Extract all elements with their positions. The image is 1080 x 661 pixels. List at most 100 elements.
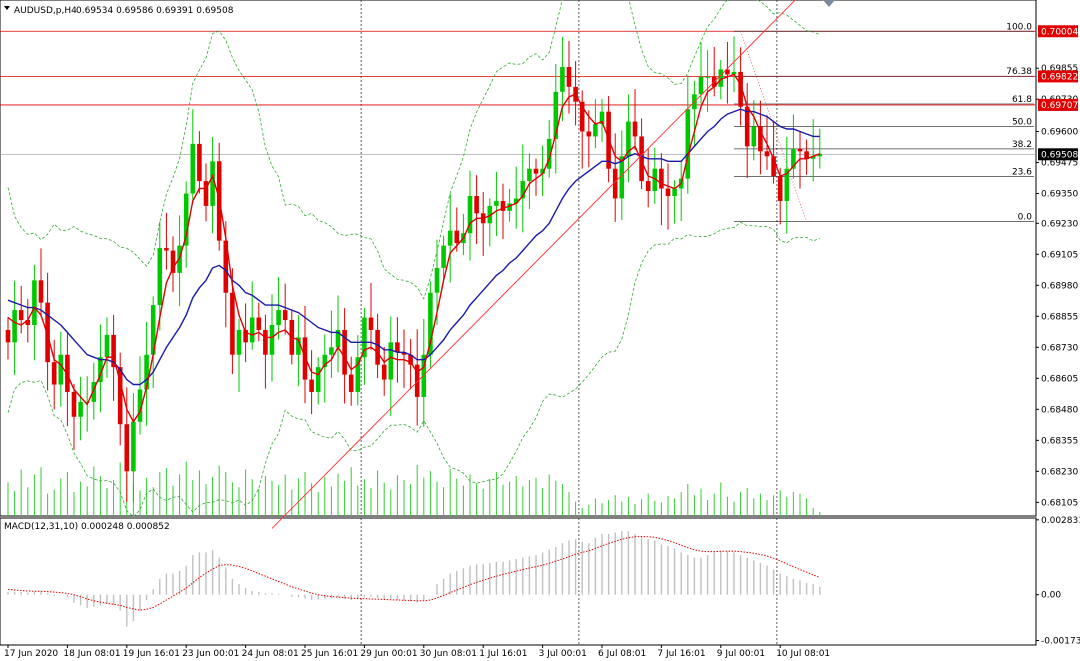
bull-candle <box>150 305 156 355</box>
symbol-dropdown-icon[interactable] <box>4 6 10 10</box>
bear-candle <box>566 66 572 87</box>
bull-candle <box>520 181 526 199</box>
price-tick-label: 0.68480 <box>1041 405 1078 415</box>
bull-candle <box>434 267 440 293</box>
bull-candle <box>84 401 90 403</box>
bear-candle <box>51 362 57 385</box>
bull-candle <box>388 342 394 380</box>
bull-candle <box>78 401 83 417</box>
macd-plot-frame <box>0 517 1037 646</box>
bull-candle <box>447 230 453 246</box>
bear-candle <box>71 391 77 417</box>
bull-candle <box>329 347 334 355</box>
time-tick-label: 7 Jul 16:01 <box>657 649 705 659</box>
fib-diagonal-line <box>740 31 807 222</box>
bear-candle <box>454 230 460 244</box>
time-tick-label: 1 Jul 16:01 <box>479 649 527 659</box>
bull-candle <box>540 168 545 174</box>
bull-candle <box>315 367 321 392</box>
bull-candle <box>672 188 677 196</box>
bear-candle <box>738 71 743 107</box>
bull-candle <box>32 280 37 325</box>
macd-tick-label: 0.002831 <box>1041 516 1080 526</box>
bull-candle <box>104 334 110 358</box>
bull-candle <box>58 354 64 385</box>
bull-candle <box>190 143 196 194</box>
upper-band-line <box>7 0 820 300</box>
price-tick-label: 0.69230 <box>1041 219 1078 229</box>
price-tick-label: 0.69475 <box>1041 158 1078 168</box>
time-tick-label: 9 Jul 00:01 <box>717 649 765 659</box>
bear-candle <box>395 342 400 353</box>
bear-candle <box>408 354 413 365</box>
bull-candle <box>553 91 559 139</box>
time-tick-label: 25 Jun 16:01 <box>301 649 358 659</box>
bear-candle <box>533 168 539 174</box>
chart-shift-marker-icon[interactable] <box>823 0 835 7</box>
bull-candle <box>137 389 143 422</box>
bull-candle <box>467 195 473 234</box>
bull-candle <box>144 354 149 390</box>
bull-candle <box>269 324 275 355</box>
symbol-label: AUDUSD,p,H4 <box>14 6 77 16</box>
macd-label: MACD(12,31,10) 0.000248 0.000852 <box>4 522 170 532</box>
bear-candle <box>744 106 750 147</box>
bull-candle <box>731 71 737 75</box>
lower-band-line <box>7 221 820 518</box>
bear-candle <box>170 250 176 273</box>
time-tick-label: 24 Jun 08:01 <box>242 649 299 659</box>
bear-candle <box>124 424 130 472</box>
bear-candle <box>117 367 123 425</box>
bear-candle <box>381 364 387 380</box>
bull-candle <box>652 168 658 192</box>
price-tag-label: 0.69822 <box>1041 72 1078 82</box>
bull-candle <box>626 121 631 157</box>
bear-candle <box>111 334 116 368</box>
bull-candle <box>428 292 433 355</box>
bull-candle <box>276 310 281 325</box>
bull-candle <box>507 203 512 211</box>
bull-candle <box>335 329 341 348</box>
bull-candle <box>183 193 189 246</box>
bull-candle <box>751 126 757 147</box>
trendline[interactable] <box>271 0 820 529</box>
time-tick-label: 30 Jun 08:01 <box>420 649 477 659</box>
bull-candle <box>560 66 565 92</box>
bear-candle <box>348 374 354 392</box>
bull-candle <box>157 248 163 306</box>
bull-candle <box>236 329 242 355</box>
fast-moving-average-line <box>7 73 821 424</box>
bear-candle <box>282 310 288 321</box>
time-tick-label: 18 Jun 08:01 <box>63 649 120 659</box>
bull-candle <box>791 148 796 169</box>
bear-candle <box>797 148 803 152</box>
bull-candle <box>494 200 499 206</box>
bull-candle <box>546 138 552 169</box>
bull-candle <box>784 168 790 201</box>
price-tick-label: 0.69600 <box>1041 127 1078 137</box>
macd-tick-label: 0.00 <box>1041 591 1061 601</box>
fib-level-label: 23.6 <box>1012 168 1032 178</box>
macd-signal-line <box>7 535 820 611</box>
fib-level-label: 0.0 <box>1018 213 1033 223</box>
bull-candle <box>355 357 361 392</box>
bear-candle <box>586 131 592 137</box>
bear-candle <box>164 248 169 251</box>
bear-candle <box>645 181 651 192</box>
bull-candle <box>619 156 625 199</box>
bear-candle <box>474 195 479 214</box>
bear-candle <box>203 181 209 206</box>
time-tick-label: 29 Jun 00:01 <box>360 649 417 659</box>
bull-candle <box>91 382 97 402</box>
fib-level-label: 76.38 <box>1006 67 1032 77</box>
bear-candle <box>500 200 506 211</box>
bear-candle <box>725 69 730 75</box>
bull-candle <box>131 421 136 472</box>
bear-candle <box>197 143 202 182</box>
fib-level-label: 61.8 <box>1012 95 1032 105</box>
bull-candle <box>817 153 823 157</box>
ohlc-label: 0.69534 0.69586 0.69391 0.69508 <box>76 6 234 16</box>
bull-candle <box>698 76 704 95</box>
price-tag-label: 0.70004 <box>1041 27 1078 37</box>
